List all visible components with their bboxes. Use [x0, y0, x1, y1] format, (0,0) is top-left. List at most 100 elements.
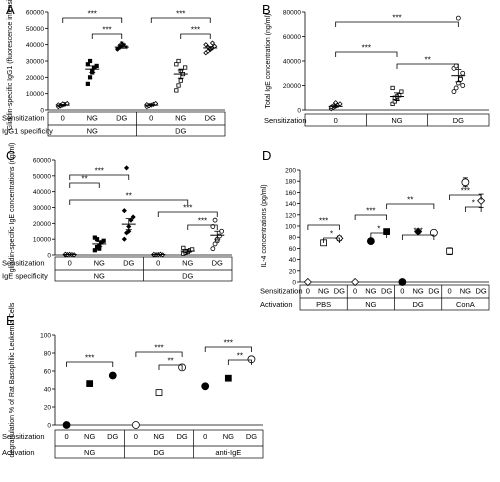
mean-marker	[303, 277, 312, 287]
data-point	[94, 237, 100, 242]
data-point	[87, 58, 93, 64]
category-label: DG	[246, 432, 257, 441]
category-label: NG	[318, 287, 329, 296]
mean-marker	[155, 389, 163, 396]
data-point	[85, 81, 90, 86]
category-label: DG	[176, 432, 187, 441]
y-tick-label: 40000	[283, 59, 301, 66]
significance-label: ***	[176, 10, 185, 19]
y-tick-label: 0	[292, 280, 296, 287]
category-label: NG	[391, 116, 402, 125]
row-label: Sensitization	[2, 114, 45, 123]
group-label: DG	[182, 272, 193, 281]
group-label: NG	[365, 300, 376, 309]
significance-bracket	[187, 224, 218, 230]
significance-label: ***	[461, 187, 470, 196]
panel-c: C 0 10000 20000 30000 40000 50000 60000 gliadin-…	[2, 143, 233, 282]
data-point	[115, 46, 120, 51]
panel-a: A 0 10000 20000 30000 40000 50000 60000 Gliadin-…	[2, 0, 226, 137]
y-tick-label: 60	[44, 369, 52, 376]
row-label: Activation	[2, 448, 35, 457]
y-axis-label: gliadin-specific IgE concentrations (ng/…	[9, 143, 16, 273]
group-label: PBS	[316, 300, 331, 309]
y-tick-label: 0	[47, 423, 51, 430]
significance-bracket	[323, 237, 340, 243]
mean-marker	[461, 178, 470, 187]
y-axis-label: Gliadin-specific IgG1 (fluorescence inte…	[7, 0, 14, 130]
category-label: DG	[212, 259, 223, 268]
significance-label: **	[407, 196, 413, 205]
significance-label: **	[237, 352, 243, 361]
y-tick-label: 10000	[33, 237, 51, 244]
y-tick-label: 40	[289, 257, 297, 264]
y-tick-label: 140	[285, 201, 296, 208]
y-tick-label: 60000	[33, 158, 51, 165]
mean-marker	[446, 247, 453, 255]
data-point	[390, 85, 395, 91]
significance-label: *	[472, 199, 475, 208]
row-label: Activation	[260, 300, 293, 309]
y-tick-label: 50000	[33, 173, 51, 180]
category-label: 0	[203, 432, 207, 441]
category-label: NG	[413, 287, 424, 296]
data-point	[130, 214, 136, 220]
group-label: DG	[175, 127, 186, 136]
category-label: 0	[448, 287, 452, 296]
y-tick-label: 120	[285, 212, 296, 219]
significance-bracket	[69, 199, 189, 205]
y-tick-label: 100	[285, 224, 296, 231]
y-tick-label: 60	[289, 246, 297, 253]
category-label: 0	[306, 287, 310, 296]
y-tick-label: 30000	[26, 59, 44, 66]
y-tick-label: 80000	[283, 10, 301, 17]
group-label: NG	[87, 127, 98, 136]
significance-bracket	[180, 33, 211, 39]
data-point	[453, 85, 459, 91]
y-tick-label: 160	[285, 190, 296, 197]
category-label: NG	[175, 114, 186, 123]
y-tick-label: 20000	[26, 75, 44, 82]
category-label: 0	[64, 432, 68, 441]
data-point	[92, 248, 97, 253]
category-label: NG	[365, 287, 376, 296]
significance-bracket	[396, 63, 459, 69]
category-label: NG	[87, 114, 98, 123]
category-label: DG	[476, 287, 487, 296]
category-label: DG	[428, 287, 439, 296]
significance-bracket	[354, 214, 388, 220]
significance-bracket	[204, 346, 252, 352]
significance-label: ***	[198, 217, 207, 226]
data-point	[212, 241, 218, 247]
data-point	[176, 83, 181, 88]
mean-marker	[131, 421, 140, 429]
significance-label: ***	[102, 26, 111, 35]
category-label: DG	[381, 287, 392, 296]
significance-bracket	[135, 351, 183, 357]
panel-e: E 0 20 40 60 80 100 degranulation % of Rat Baso…	[2, 302, 264, 459]
y-tick-label: 20	[44, 405, 52, 412]
panel-letter: A	[6, 2, 15, 17]
data-point	[458, 76, 463, 82]
mean-marker	[366, 237, 375, 246]
y-tick-label: 20000	[283, 83, 301, 90]
data-point	[87, 75, 93, 80]
significance-label: ***	[183, 204, 192, 213]
category-label: DG	[123, 259, 134, 268]
panel-letter: B	[262, 2, 271, 17]
significance-bracket	[307, 224, 340, 230]
y-tick-label: 0	[47, 253, 51, 260]
mean-marker	[351, 277, 360, 287]
significance-label: ***	[154, 344, 163, 353]
data-point	[460, 70, 466, 76]
mean-marker	[86, 380, 94, 387]
y-tick-label: 20	[289, 268, 297, 275]
row-label: Sensitization	[260, 287, 303, 296]
category-label: 0	[134, 432, 138, 441]
significance-label: *	[330, 230, 333, 239]
category-label: 0	[353, 287, 357, 296]
row-label: Sensitization	[264, 116, 307, 125]
y-axis-label: degranulation % of Rat Basophilic Leukem…	[9, 302, 16, 457]
row-label: Sensitization	[2, 432, 45, 441]
significance-label: ***	[319, 217, 328, 226]
category-label: NG	[460, 287, 471, 296]
